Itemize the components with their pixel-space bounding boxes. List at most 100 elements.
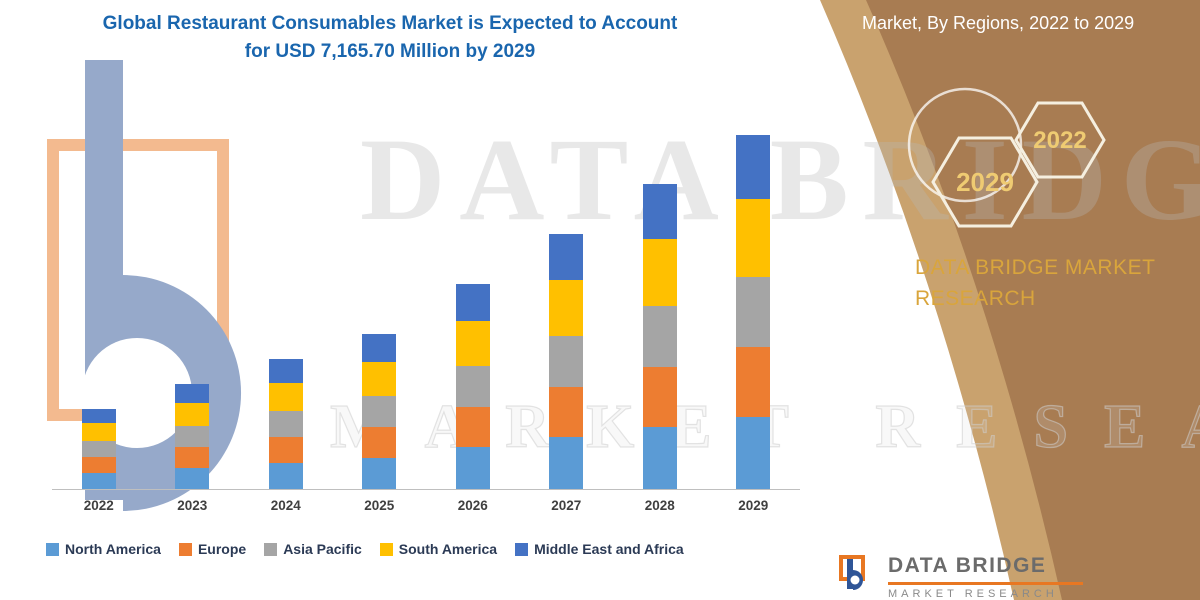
- bar-segment: [175, 403, 210, 427]
- bar-stack: [455, 284, 490, 489]
- footer-logo: DATA BRIDGE MARKET RESEARCH: [838, 554, 1083, 600]
- legend-swatch: [178, 542, 192, 556]
- bar-segment: [362, 426, 397, 458]
- bar-stack: [642, 184, 677, 489]
- bar-segment: [81, 409, 116, 424]
- bar-group: 2024: [239, 136, 332, 513]
- brand-line1: DATA BRIDGE MARKET: [915, 256, 1156, 279]
- brand-line2: RESEARCH: [915, 287, 1036, 310]
- bar-stack: [268, 359, 303, 489]
- bar-segment: [736, 135, 771, 200]
- chart-title-line1: Global Restaurant Consumables Market is …: [102, 13, 678, 34]
- footer-company-name: DATA BRIDGE: [888, 554, 1047, 577]
- bar-segment: [362, 396, 397, 427]
- bar-group: 2026: [426, 136, 519, 513]
- bar-segment: [642, 306, 677, 367]
- bar-segment: [268, 359, 303, 383]
- bar-segment: [455, 321, 490, 367]
- bar-segment: [175, 426, 210, 448]
- hexagon-2022-label: 2022: [1033, 127, 1086, 154]
- bar-segment: [81, 423, 116, 442]
- legend-swatch: [515, 542, 529, 556]
- bar-segment: [175, 447, 210, 468]
- bar-segment: [736, 199, 771, 277]
- bar-group: 2025: [333, 136, 426, 513]
- bar-segment: [268, 436, 303, 463]
- bar-segment: [642, 427, 677, 489]
- x-axis-label: 2025: [364, 498, 395, 513]
- bar-segment: [268, 462, 303, 489]
- x-axis-label: 2023: [177, 498, 208, 513]
- footer-company-subtext: MARKET RESEARCH: [888, 588, 1058, 600]
- bar-segment: [736, 417, 771, 489]
- data-bridge-logo-icon: [839, 555, 865, 590]
- bar-segment: [268, 382, 303, 412]
- bar-segment: [175, 384, 210, 404]
- bar-segment: [362, 333, 397, 362]
- chart-title: Global Restaurant Consumables Market is …: [40, 10, 740, 66]
- bar-group: 2029: [707, 135, 800, 513]
- legend-item: Middle East and Africa: [515, 541, 684, 557]
- bar-segment: [549, 336, 584, 387]
- bar-stack: [549, 234, 584, 489]
- hexagon-2029: [931, 136, 1039, 228]
- hexagon-2029-label: 2029: [956, 167, 1014, 197]
- bar-segment: [642, 366, 677, 428]
- brand-panel-text: DATA BRIDGE MARKET RESEARCH: [915, 252, 1155, 314]
- bar-segment: [455, 447, 490, 489]
- x-axis-label: 2029: [738, 498, 769, 513]
- legend-label: South America: [398, 541, 498, 557]
- legend-item: Europe: [178, 541, 247, 557]
- bar-group: 2028: [613, 136, 706, 513]
- footer-text: DATA BRIDGE MARKET RESEARCH: [888, 554, 1083, 600]
- x-axis-label: 2024: [270, 498, 301, 513]
- plot-area: 2022 2023 2024 2025 2026 2027 2028 2029: [52, 135, 800, 513]
- bar-stack: [175, 384, 210, 489]
- bar-segment: [642, 239, 677, 307]
- bar-segment: [549, 234, 584, 281]
- legend-label: Asia Pacific: [283, 541, 362, 557]
- bar-group: 2023: [146, 136, 239, 513]
- bar-segment: [81, 441, 116, 457]
- bar-segment: [455, 284, 490, 322]
- bar-group: 2022: [52, 136, 145, 513]
- panel-header: Market, By Regions, 2022 to 2029: [862, 13, 1135, 33]
- x-axis-label: 2022: [83, 498, 114, 513]
- bar-stack: [362, 333, 397, 489]
- swoosh-light-stripe: [820, 0, 1070, 600]
- chart-legend: North America Europe Asia Pacific South Ame…: [46, 541, 684, 557]
- legend-item: South America: [379, 541, 498, 557]
- swoosh-main: [866, 0, 1200, 600]
- bar-segment: [549, 386, 584, 438]
- legend-item: North America: [46, 541, 161, 557]
- bar-segment: [362, 361, 397, 397]
- legend-swatch: [379, 542, 393, 556]
- x-axis-label: 2027: [551, 498, 582, 513]
- x-axis-label: 2026: [457, 498, 488, 513]
- bar-segment: [736, 347, 771, 418]
- bar-segment: [81, 472, 116, 489]
- bar-segment: [175, 467, 210, 489]
- bar-segment: [268, 411, 303, 437]
- legend-swatch: [46, 542, 59, 556]
- bar-stack: [81, 409, 116, 489]
- bar-segment: [736, 276, 771, 348]
- bar-segment: [455, 366, 490, 407]
- legend-swatch: [264, 542, 278, 556]
- footer-orange-rule: [888, 582, 1083, 585]
- x-axis-label: 2028: [644, 498, 675, 513]
- bar-segment: [362, 457, 397, 489]
- bar-segment: [81, 456, 116, 473]
- bar-segment: [549, 437, 584, 489]
- bar-group: 2027: [520, 136, 613, 513]
- badge-circle-outline: [907, 87, 1023, 203]
- bar-segment: [549, 280, 584, 337]
- legend-label: Middle East and Africa: [534, 541, 684, 557]
- bar-segment: [455, 406, 490, 448]
- chart-title-line2: for USD 7,165.70 Million by 2029: [244, 41, 536, 62]
- legend-label: Europe: [197, 541, 247, 557]
- hexagon-2022: [1014, 101, 1106, 179]
